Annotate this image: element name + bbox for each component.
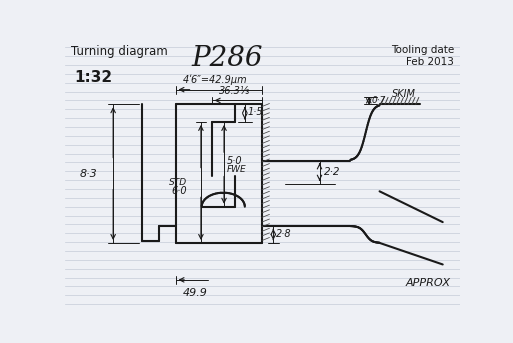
Text: FWE: FWE — [227, 165, 247, 174]
Text: P286: P286 — [191, 45, 263, 72]
Text: APPROX: APPROX — [405, 278, 450, 288]
Text: Tooling date
Feb 2013: Tooling date Feb 2013 — [391, 45, 454, 67]
Text: 4ʹ6″=42.9μm: 4ʹ6″=42.9μm — [183, 74, 248, 85]
Text: 2·8: 2·8 — [277, 229, 292, 239]
Text: SKIM: SKIM — [392, 88, 416, 98]
Text: Turning diagram: Turning diagram — [71, 45, 168, 58]
Text: 2·2: 2·2 — [324, 167, 341, 177]
Text: STD: STD — [169, 178, 187, 187]
Text: 5·0: 5·0 — [227, 155, 243, 166]
Text: 1·5: 1·5 — [248, 107, 264, 117]
Text: 6·0: 6·0 — [171, 186, 187, 196]
Text: 1:32: 1:32 — [75, 70, 113, 85]
Text: 8·3: 8·3 — [80, 169, 98, 179]
Text: 36.3⅓: 36.3⅓ — [219, 86, 250, 96]
Text: 0·7: 0·7 — [371, 96, 385, 105]
Text: 49.9: 49.9 — [183, 287, 208, 298]
